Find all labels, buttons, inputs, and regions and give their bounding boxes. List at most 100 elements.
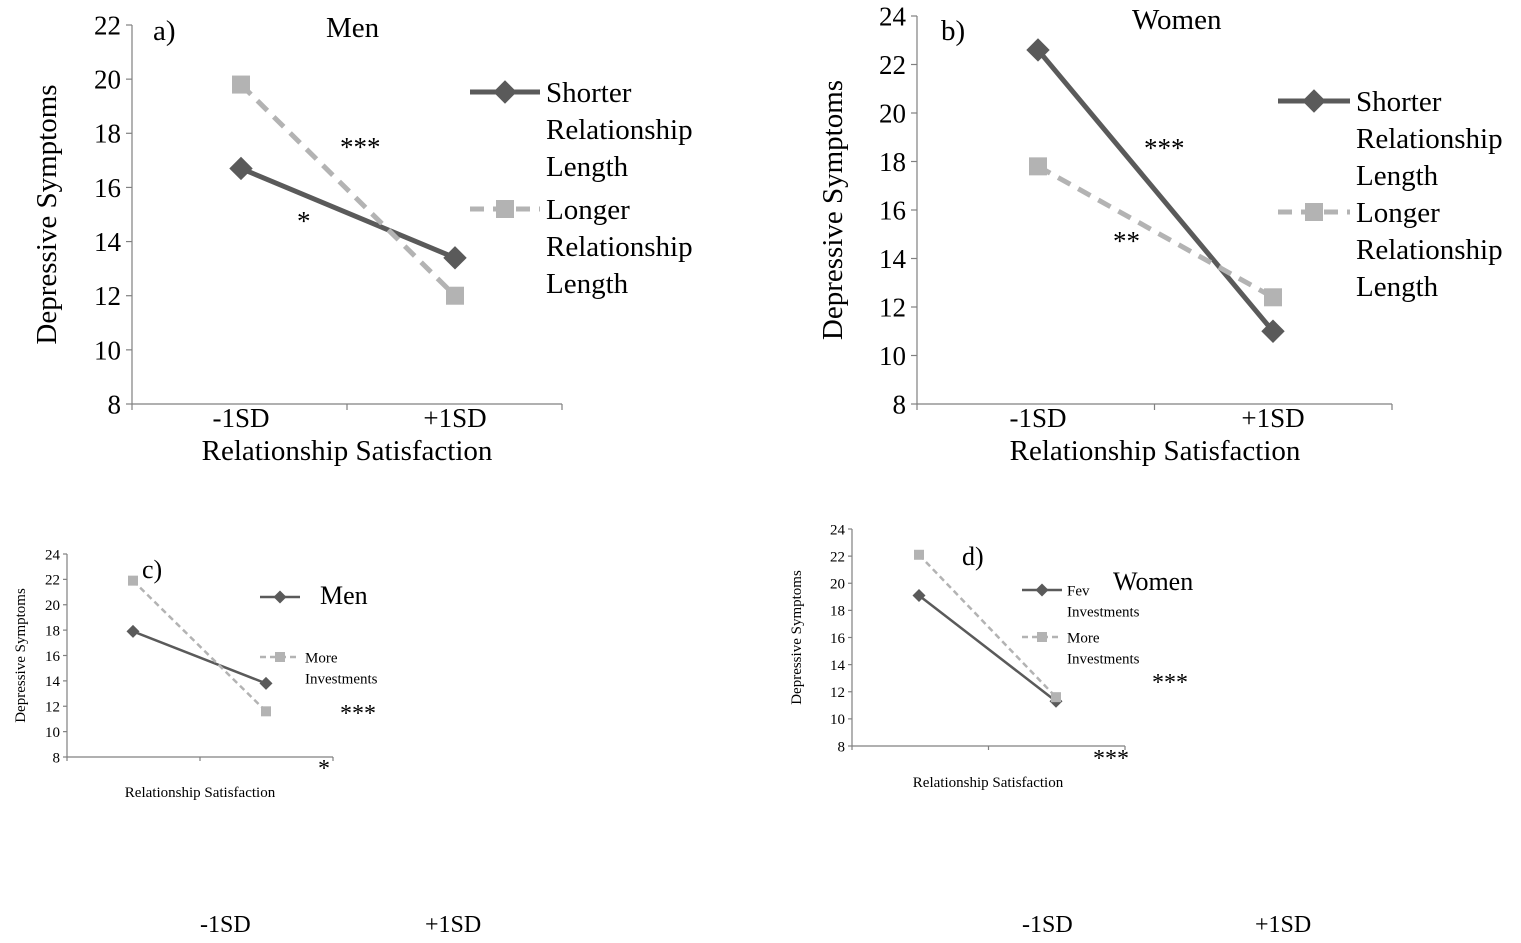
legend-label: Length [1356,271,1439,303]
legend-marker [493,80,517,104]
data-point [1029,157,1047,176]
legend-label: Shorter [546,77,632,109]
data-point [912,588,926,602]
x-tick-label: -1SD [212,403,269,433]
y-axis-title: Depressive Symptoms [31,84,63,344]
chart-title: Men [320,581,368,610]
significance-marker: *** [1152,670,1188,696]
data-point [914,549,924,560]
y-tick-label: 22 [879,50,906,80]
y-tick-label: 16 [94,173,121,203]
y-axis-title: Depressive Symptoms [817,80,849,340]
y-tick-label: 8 [108,389,122,419]
y-tick-label: 24 [879,1,907,31]
y-tick-label: 12 [94,281,121,311]
significance-marker: *** [1093,746,1129,772]
x-axis-title: Relationship Satisfaction [202,435,493,467]
data-point [259,676,273,690]
legend-label: Relationship [546,114,693,146]
legend-label: Length [546,151,629,183]
stray-tick-left-low: -1SD [200,912,251,938]
y-tick-label: 16 [45,649,61,665]
y-tick-label: 18 [830,604,845,620]
x-axis-title: Relationship Satisfaction [1010,435,1301,467]
x-tick-label: +1SD [1241,403,1304,433]
data-point [1051,692,1061,703]
y-tick-label: 8 [53,750,61,766]
legend-label: Length [1356,160,1439,192]
series-line-1 [132,630,267,685]
y-tick-label: 20 [879,98,906,128]
legend-marker [1037,632,1047,642]
stray-tick-right-low: -1SD [1022,912,1073,938]
legend-marker [1035,583,1049,597]
y-tick-label: 18 [45,623,60,639]
y-tick-label: 16 [879,195,906,225]
significance-marker: *** [340,132,381,162]
series-line-1 [918,594,1057,703]
series-line-2 [918,553,1057,699]
series-line-1 [240,166,456,261]
chart-panel-3: 8 10 12 14 16 18 20 22 24 Relationship Satisfacti… [13,547,378,801]
data-point [261,706,271,717]
y-tick-label: 8 [838,739,846,755]
legend-label: Relationship [546,231,693,263]
legend-label: Relationship [1356,234,1503,266]
chart-title: Women [1113,567,1193,596]
data-point [1264,288,1282,307]
data-point [1026,38,1050,62]
chart-title: Men [326,12,380,44]
y-tick-label: 10 [830,712,845,728]
legend-marker [1305,203,1323,221]
data-point [443,246,467,270]
legend-marker [1302,89,1326,113]
legend-label: Investments [1067,604,1140,620]
y-tick-label: 18 [94,119,121,149]
x-tick-label: +1SD [423,403,486,433]
panel-label: a) [153,15,176,47]
legend-marker [275,652,285,662]
series-line-2 [132,579,267,713]
data-point [1261,319,1285,343]
y-axis-title: Depressive Symptoms [13,588,29,723]
legend-label: More [1067,630,1100,646]
legend-label: Fev [1067,583,1090,599]
y-tick-label: 22 [830,549,845,565]
panel-label: d) [962,542,984,571]
y-tick-label: 16 [830,631,846,647]
y-tick-label: 20 [45,598,60,614]
x-tick-label: -1SD [1009,403,1066,433]
y-tick-label: 24 [830,522,846,538]
y-tick-label: 10 [45,725,60,741]
panel-label: c) [142,555,162,584]
y-tick-label: 10 [94,335,121,365]
data-point [128,575,138,586]
y-tick-label: 14 [830,658,846,674]
y-tick-label: 14 [94,227,122,257]
y-tick-label: 14 [45,674,61,690]
y-tick-label: 12 [830,685,845,701]
significance-marker: *** [1144,133,1185,163]
significance-marker: *** [340,701,376,727]
legend-label: Shorter [1356,86,1442,118]
legend-marker [496,200,514,218]
stray-tick-right-high: +1SD [1255,912,1312,938]
y-tick-label: 20 [830,577,845,593]
chart-panel-4: 8 10 12 14 16 18 20 22 24 Relationship Satisfacti… [789,522,1193,791]
legend-label: Relationship [1356,123,1503,155]
y-tick-label: 14 [879,244,907,274]
legend-marker [273,590,287,604]
legend-label: Investments [305,671,378,687]
significance-marker: ** [1113,226,1140,256]
data-point [126,624,140,638]
y-tick-label: 22 [45,573,60,589]
data-point [446,286,464,305]
series-line-2 [1036,164,1275,300]
y-tick-label: 12 [879,292,906,322]
y-tick-label: 8 [893,389,907,419]
y-tick-label: 10 [879,341,906,371]
data-point [229,156,253,181]
legend-label: Longer [546,194,630,226]
